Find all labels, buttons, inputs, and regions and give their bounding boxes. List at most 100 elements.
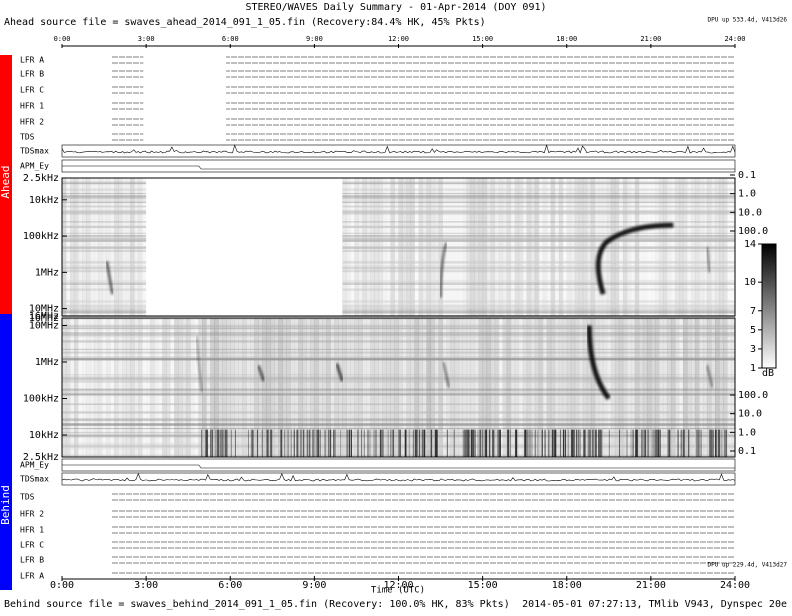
spectrogram-stripe (266, 429, 268, 457)
spectrogram-stripe (587, 429, 589, 457)
spectrogram-stripe (373, 429, 375, 457)
spectrogram-column (378, 178, 383, 316)
spectrogram-stripe (296, 429, 298, 457)
spectrogram-column (498, 318, 504, 457)
spectrogram-column (474, 178, 480, 316)
spectrogram-stripe (525, 429, 527, 457)
row-label: HFR 1 (20, 102, 44, 111)
spectrogram-band (62, 261, 735, 263)
colorbar-tick-label: 7 (750, 306, 756, 317)
spectrogram-stripe (560, 429, 562, 457)
spectrogram-column (66, 178, 71, 316)
spectrogram-column (542, 318, 548, 457)
spectrogram-column (618, 178, 624, 316)
colorbar-tick-label: 5 (750, 325, 756, 336)
y2-tick-label: 0.1 (738, 170, 756, 181)
data-gap (143, 67, 227, 81)
spectrogram-column (418, 178, 424, 316)
spectrogram-column (94, 318, 99, 457)
spectrogram-stripe (645, 429, 647, 457)
spectrogram-column (226, 318, 231, 457)
row-label: TDSmax (20, 147, 49, 156)
spectrogram-band (62, 328, 735, 330)
spectrogram-column (434, 318, 440, 457)
spectrogram-stripe (593, 429, 595, 457)
spectrogram-column (490, 318, 496, 457)
spectrogram-column (74, 318, 79, 457)
spectrogram-stripe (319, 429, 321, 457)
spectrogram-stripe (588, 429, 590, 457)
spectrogram-band (62, 226, 735, 229)
spectrogram-column (194, 318, 199, 457)
spectrogram-column (554, 178, 560, 316)
spectrogram-column (654, 178, 660, 316)
spectrogram-stripe (280, 429, 282, 457)
spectrogram-column (282, 318, 287, 457)
spectrogram-column (246, 318, 251, 457)
spectrogram-column (326, 318, 331, 457)
spectrogram-band (62, 423, 735, 426)
spectrogram-stripe (361, 429, 363, 457)
spectrogram-stripe (636, 429, 638, 457)
spectrogram-stripe (436, 429, 438, 457)
row-label: LFR A (20, 572, 44, 581)
spectrogram-band (62, 246, 735, 250)
y2-tick-label: 100.0 (738, 390, 768, 401)
spectrogram-column (202, 318, 207, 457)
row-frame (61, 144, 736, 158)
spectrogram-stripe (595, 429, 597, 457)
spectrogram-stripe (516, 429, 518, 457)
spectrogram-column (398, 178, 404, 316)
spectrogram-stripe (591, 429, 593, 457)
data-gap (146, 178, 343, 316)
spectrogram-stripe (709, 429, 711, 457)
ahead-source: Ahead source file = swaves_ahead_2014_09… (4, 17, 486, 28)
spectrogram-stripe (382, 429, 384, 457)
spectrogram-column (274, 318, 279, 457)
y-tick-label: 100kHz (23, 393, 59, 404)
spectrogram-band (62, 205, 735, 207)
spectrogram-column (682, 178, 688, 316)
spectrogram-band (62, 388, 735, 391)
spectrogram-column (386, 178, 391, 316)
radio-burst (439, 242, 448, 298)
spectrogram-stripe (537, 429, 539, 457)
spectrogram-column (110, 178, 115, 316)
spectrogram-stripe (653, 429, 655, 457)
data-gap (143, 53, 227, 67)
spectrogram-column (574, 178, 580, 316)
spectrogram-stripe (201, 429, 203, 457)
spectrogram-stripe (340, 429, 342, 457)
x-tick-label: 24:00 (724, 35, 745, 43)
spectrogram-column (162, 318, 167, 457)
spectrogram-stripe (659, 429, 661, 457)
spectrogram-stripe (399, 429, 401, 457)
y-tick-label: 16MHz (29, 311, 59, 322)
spectrogram-band (62, 194, 735, 198)
spectrogram-column (106, 318, 111, 457)
spectrogram-column (370, 318, 375, 457)
spectrogram-column (530, 318, 536, 457)
spectrogram-band (62, 199, 735, 202)
spectrogram-column (622, 178, 628, 316)
spectrogram-stripe (453, 429, 455, 457)
spectrogram-stripe (721, 429, 723, 457)
spectrogram-band (62, 454, 735, 457)
spectrogram-stripe (466, 429, 468, 457)
x-tick-label: 21:00 (640, 35, 661, 43)
spectrogram-column (82, 178, 87, 316)
spectrogram-column (134, 318, 139, 457)
spectrogram-column (594, 178, 600, 316)
y-tick-label: 10MHz (29, 320, 59, 331)
spectrogram-stripe (509, 429, 511, 457)
spectrogram-column (354, 318, 359, 457)
spectrogram-stripe (446, 429, 448, 457)
spectrogram-stripe (252, 429, 254, 457)
spectrogram-column (490, 178, 496, 316)
spectrogram-stripe (643, 429, 645, 457)
spectrogram-stripe (553, 429, 555, 457)
spectrogram-column (138, 318, 143, 457)
spectrogram-column (122, 318, 127, 457)
spectrogram-stripe (468, 429, 470, 457)
spectrogram-column (190, 318, 195, 457)
